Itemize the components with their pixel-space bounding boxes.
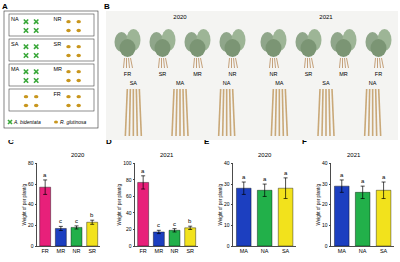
svg-text:c: c — [59, 218, 62, 224]
svg-text:30: 30 — [224, 181, 230, 187]
svg-text:2020: 2020 — [71, 152, 85, 158]
svg-text:40: 40 — [126, 210, 132, 216]
svg-text:NA: NA — [261, 248, 269, 254]
svg-text:NR: NR — [229, 71, 237, 77]
svg-text:a: a — [361, 178, 365, 184]
svg-text:D: D — [106, 140, 112, 146]
svg-text:Weight of per plant/g: Weight of per plant/g — [218, 184, 223, 226]
svg-text:SA: SA — [322, 80, 330, 86]
svg-text:0: 0 — [31, 243, 34, 249]
svg-text:10: 10 — [322, 222, 328, 228]
svg-text:60: 60 — [28, 181, 34, 187]
svg-text:a: a — [263, 176, 267, 182]
svg-text:SA: SA — [130, 80, 138, 86]
svg-text:NR: NR — [73, 248, 81, 254]
svg-text:Weight of per plant/g: Weight of per plant/g — [22, 184, 27, 226]
svg-text:F: F — [302, 140, 307, 146]
svg-text:20: 20 — [224, 201, 230, 207]
svg-text:MA: MA — [11, 66, 20, 72]
svg-text:SA: SA — [11, 41, 19, 47]
svg-text:c: c — [157, 222, 160, 228]
svg-text:100: 100 — [123, 160, 132, 166]
svg-text:20: 20 — [28, 222, 34, 228]
svg-text:FR: FR — [41, 248, 48, 254]
svg-text:E: E — [204, 140, 210, 146]
svg-text:MA: MA — [275, 80, 284, 86]
svg-text:40: 40 — [224, 160, 230, 166]
svg-text:10: 10 — [224, 222, 230, 228]
svg-text:MR: MR — [54, 66, 63, 72]
svg-text:c: c — [173, 221, 176, 227]
svg-text:A: A — [2, 2, 8, 11]
svg-text:B: B — [104, 2, 110, 11]
svg-text:a: a — [141, 168, 145, 174]
svg-text:MR: MR — [57, 248, 66, 254]
svg-text:2021: 2021 — [160, 152, 174, 158]
svg-text:NR: NR — [270, 71, 278, 77]
svg-text:a: a — [43, 172, 47, 178]
svg-text:R. glutinosa: R. glutinosa — [60, 119, 87, 125]
svg-text:a: a — [284, 170, 288, 176]
svg-text:80: 80 — [28, 160, 34, 166]
svg-text:SR: SR — [54, 41, 62, 47]
svg-text:FR: FR — [139, 248, 146, 254]
svg-text:NA: NA — [11, 16, 19, 22]
svg-text:SR: SR — [159, 71, 167, 77]
svg-text:0: 0 — [325, 243, 328, 249]
svg-text:SA: SA — [282, 248, 290, 254]
svg-text:40: 40 — [322, 160, 328, 166]
svg-text:0: 0 — [227, 243, 230, 249]
svg-text:NA: NA — [359, 248, 367, 254]
svg-text:b: b — [90, 212, 94, 218]
svg-text:80: 80 — [126, 177, 132, 183]
svg-text:2021: 2021 — [319, 14, 333, 20]
svg-text:2021: 2021 — [347, 152, 361, 158]
svg-text:SR: SR — [186, 248, 194, 254]
svg-text:b: b — [188, 218, 192, 224]
svg-text:A. bidentata: A. bidentata — [13, 119, 41, 125]
svg-text:MA: MA — [176, 80, 185, 86]
svg-text:Weight of per plant/g: Weight of per plant/g — [316, 184, 321, 226]
svg-text:a: a — [340, 172, 344, 178]
svg-text:FR: FR — [375, 71, 382, 77]
svg-text:0: 0 — [129, 243, 132, 249]
svg-text:FR: FR — [124, 71, 131, 77]
svg-text:2020: 2020 — [258, 152, 272, 158]
svg-text:2020: 2020 — [173, 14, 187, 20]
svg-text:60: 60 — [126, 193, 132, 199]
svg-text:Weight of per plant/g: Weight of per plant/g — [117, 184, 122, 226]
svg-text:MR: MR — [339, 71, 348, 77]
svg-text:MR: MR — [193, 71, 202, 77]
svg-text:NR: NR — [54, 16, 62, 22]
svg-text:MA: MA — [240, 248, 249, 254]
svg-text:SR: SR — [88, 248, 96, 254]
svg-text:30: 30 — [322, 181, 328, 187]
svg-text:NA: NA — [223, 80, 231, 86]
svg-text:FR: FR — [54, 91, 61, 97]
svg-text:MR: MR — [155, 248, 164, 254]
svg-text:NA: NA — [369, 80, 377, 86]
svg-text:20: 20 — [322, 201, 328, 207]
svg-text:SR: SR — [305, 71, 313, 77]
svg-text:C: C — [8, 140, 14, 146]
svg-text:40: 40 — [28, 201, 34, 207]
svg-text:a: a — [242, 174, 246, 180]
svg-text:SA: SA — [380, 248, 388, 254]
svg-text:c: c — [75, 218, 78, 224]
svg-text:NR: NR — [171, 248, 179, 254]
svg-text:a: a — [382, 174, 386, 180]
svg-text:20: 20 — [126, 226, 132, 232]
svg-text:MA: MA — [338, 248, 347, 254]
